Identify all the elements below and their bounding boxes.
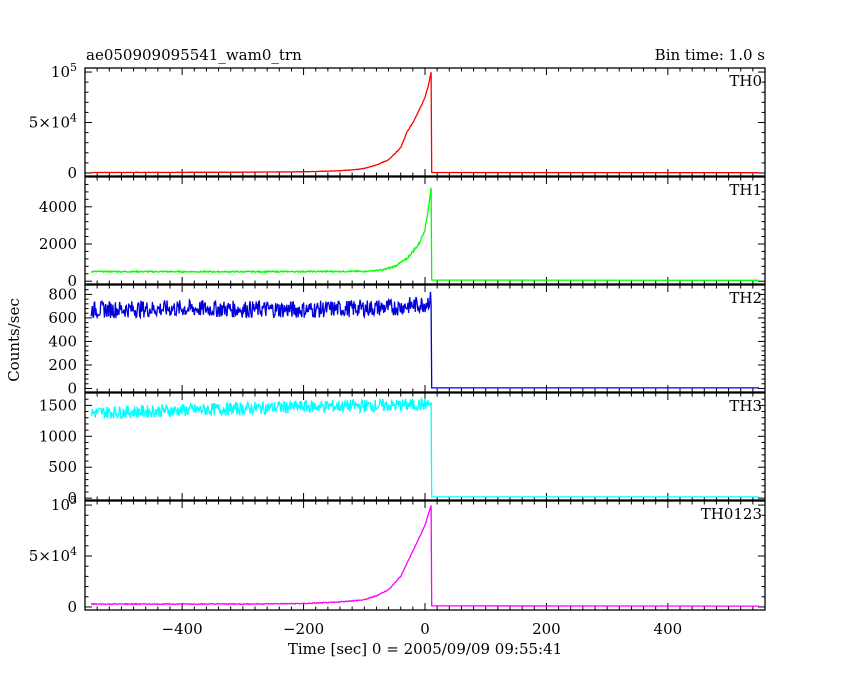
panel-label: TH1: [729, 181, 762, 199]
bin-time-label: Bin time: 1.0 s: [654, 46, 765, 64]
panel-frame: [84, 500, 766, 611]
y-tick-label: 800: [48, 285, 77, 303]
y-tick-label: 105: [51, 494, 77, 514]
y-tick-label: 5×104: [29, 112, 77, 132]
y-tick-label: 500: [48, 458, 77, 476]
series-line: [90, 291, 759, 389]
x-tick-label: −200: [283, 620, 324, 638]
panel-label: TH2: [729, 289, 762, 307]
y-tick-label: 0: [67, 272, 77, 290]
panel-th3: TH3: [84, 392, 766, 501]
series-line: [91, 72, 759, 174]
panel-th0: TH0: [84, 67, 766, 177]
chart-title: ae050909095541_wam0_trn: [86, 46, 302, 64]
y-tick-label: 600: [48, 309, 77, 327]
y-tick-label: 105: [51, 61, 77, 81]
panel-label: TH0: [729, 72, 762, 90]
series-line: [90, 396, 759, 498]
y-tick-label: 0: [67, 598, 77, 616]
y-tick-label: 1000: [39, 427, 77, 445]
panel-th0123: TH0123: [84, 500, 766, 611]
x-tick-label: 200: [532, 620, 561, 638]
panel-th2: TH2: [84, 284, 766, 393]
panel-label: TH0123: [701, 505, 762, 523]
panel-frame: [84, 284, 766, 393]
x-tick-label: −400: [162, 620, 203, 638]
series-line: [90, 187, 759, 281]
y-tick-label: 0: [67, 379, 77, 397]
y-tick-label: 2000: [39, 235, 77, 253]
x-tick-label: 400: [654, 620, 683, 638]
x-axis-label: Time [sec] 0 = 2005/09/09 09:55:41: [288, 640, 562, 658]
y-tick-label: 4000: [39, 198, 77, 216]
panel-frame: [84, 67, 766, 177]
y-tick-label: 200: [48, 356, 77, 374]
y-tick-label: 0: [67, 164, 77, 182]
panel-label: TH3: [729, 397, 762, 415]
y-tick-label: 5×104: [29, 545, 77, 565]
y-tick-label: 1500: [39, 396, 77, 414]
y-axis-label: Counts/sec: [5, 298, 23, 382]
x-tick-label: 0: [420, 620, 430, 638]
y-tick-label: 400: [48, 332, 77, 350]
y-tick-label: 0: [67, 489, 77, 507]
panel-th1: TH1: [84, 176, 766, 285]
series-line: [91, 505, 759, 607]
